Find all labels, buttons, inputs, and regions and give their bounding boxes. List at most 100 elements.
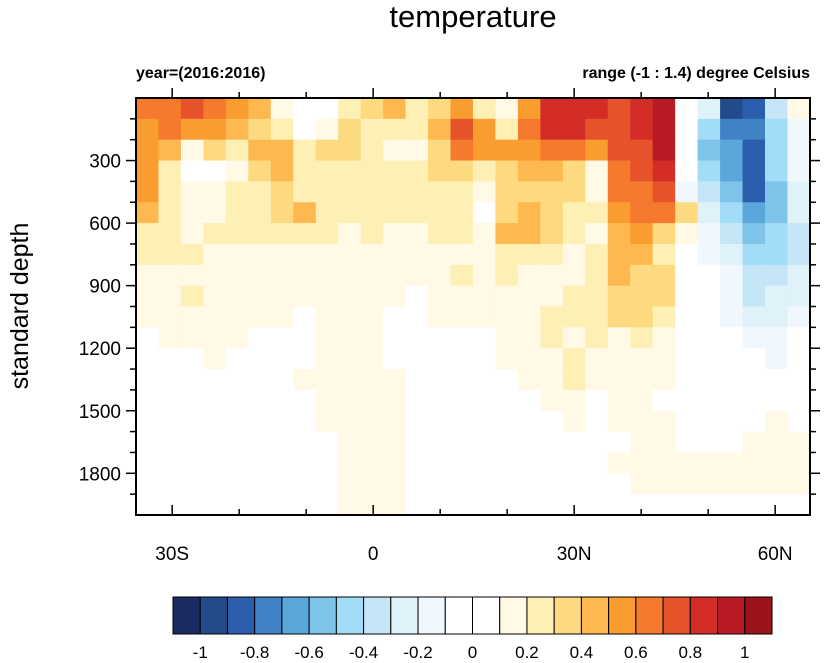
heatmap-cell [158, 431, 182, 454]
heatmap-cell [180, 243, 204, 266]
heatmap-cell [315, 243, 339, 266]
heatmap-cell [562, 202, 586, 224]
heatmap-cell [472, 118, 497, 141]
heatmap-cell [136, 452, 160, 474]
heatmap-cell [293, 306, 317, 328]
heatmap-cell [158, 389, 182, 412]
colorbar-box [472, 596, 501, 635]
heatmap-cell [315, 389, 339, 412]
heatmap-cell [765, 494, 789, 516]
heatmap-cell [765, 410, 789, 433]
heatmap-cell [675, 369, 699, 391]
heatmap-cell [585, 118, 609, 141]
heatmap-cell [180, 181, 204, 203]
heatmap-cell [495, 243, 519, 266]
heatmap-cell [630, 369, 654, 391]
heatmap-cell [405, 160, 429, 182]
heatmap-cell [338, 243, 362, 266]
heatmap-cell [360, 243, 384, 266]
heatmap-cell [225, 139, 249, 162]
heatmap-cell [428, 243, 452, 266]
heatmap-cell [495, 369, 519, 391]
colorbar-label: 1 [740, 643, 749, 662]
heatmap-cell [652, 348, 676, 370]
heatmap-cell [180, 473, 204, 495]
heatmap-cell [270, 410, 294, 433]
heatmap-cell [270, 306, 294, 328]
heatmap-cell [495, 494, 519, 516]
heatmap-cell [158, 494, 182, 516]
heatmap-cell [450, 98, 474, 120]
heatmap-cell [607, 327, 631, 349]
heatmap-cell [675, 264, 699, 287]
heatmap-cell [450, 285, 474, 308]
heatmap-cell [158, 306, 182, 328]
heatmap-cell [765, 431, 789, 454]
heatmap-cell [540, 494, 564, 516]
heatmap-cell [517, 264, 541, 287]
heatmap-cell [203, 243, 227, 266]
heatmap-cell [383, 223, 407, 245]
heatmap-cell [450, 139, 474, 162]
heatmap-cell [607, 494, 631, 516]
heatmap-cell [450, 431, 474, 454]
heatmap-cell [517, 327, 541, 349]
colorbar-box [199, 596, 228, 635]
heatmap-cell [720, 181, 744, 203]
heatmap-cell [383, 327, 407, 349]
heatmap-cell [697, 160, 721, 182]
heatmap-cell [630, 473, 654, 495]
heatmap-cell [136, 389, 160, 412]
heatmap-cell [630, 243, 654, 266]
colorbar-label: 0.6 [624, 643, 648, 662]
heatmap-cell [517, 452, 541, 474]
heatmap-cell [225, 473, 249, 495]
heatmap-cell [450, 452, 474, 474]
heatmap-cell [248, 327, 272, 349]
heatmap-cell [450, 181, 474, 203]
heatmap-cell [742, 223, 766, 245]
heatmap-cell [787, 243, 811, 266]
heatmap-cell [338, 306, 362, 328]
heatmap-cell [450, 389, 474, 412]
heatmap-cell [293, 431, 317, 454]
heatmap-cell [472, 473, 497, 495]
heatmap-cell [652, 98, 676, 120]
heatmap-cell [293, 118, 317, 141]
heatmap-cell [562, 181, 586, 203]
heatmap-cell [383, 473, 407, 495]
heatmap-cell [562, 223, 586, 245]
heatmap-cell [562, 327, 586, 349]
heatmap-cell [472, 410, 497, 433]
heatmap-cell [562, 160, 586, 182]
heatmap-cell [675, 348, 699, 370]
heatmap-cell [630, 410, 654, 433]
heatmap-cell [405, 98, 429, 120]
heatmap-cell [405, 369, 429, 391]
heatmap-cell [136, 473, 160, 495]
heatmap-cell [136, 348, 160, 370]
heatmap-cell [787, 139, 811, 162]
heatmap-cell [428, 410, 452, 433]
heatmap-cell [630, 139, 654, 162]
colorbar-box [744, 596, 773, 635]
heatmap-cell [562, 410, 586, 433]
heatmap-cell [540, 431, 564, 454]
heatmap-cell [428, 431, 452, 454]
heatmap-cell [248, 139, 272, 162]
heatmap-cell [675, 410, 699, 433]
heatmap-cell [180, 431, 204, 454]
heatmap-cell [360, 348, 384, 370]
heatmap-cell [293, 285, 317, 308]
heatmap-cell [562, 118, 586, 141]
heatmap-cell [450, 160, 474, 182]
colorbar-box [717, 596, 746, 635]
heatmap-cell [585, 264, 609, 287]
heatmap-cell [765, 160, 789, 182]
heatmap-cell [765, 348, 789, 370]
heatmap-cell [136, 139, 160, 162]
heatmap-cell [517, 202, 541, 224]
heatmap-cell [720, 223, 744, 245]
heatmap-cell [675, 494, 699, 516]
heatmap-cell [315, 223, 339, 245]
